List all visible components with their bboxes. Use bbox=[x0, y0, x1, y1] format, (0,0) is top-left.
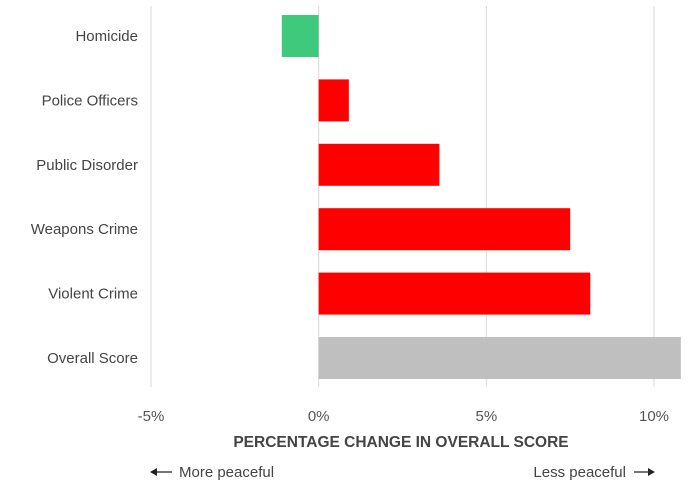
left-arrow-icon bbox=[150, 468, 172, 476]
category-label-violent-crime: Violent Crime bbox=[48, 286, 138, 303]
bar-weapons-crime bbox=[318, 208, 571, 251]
right-arrow-icon bbox=[634, 468, 655, 476]
category-label-public-disorder: Public Disorder bbox=[36, 157, 138, 174]
x-tick-label: -5% bbox=[138, 408, 165, 425]
category-label-overall-score: Overall Score bbox=[47, 350, 138, 367]
x-tick-label: 0% bbox=[308, 408, 330, 425]
category-label-weapons-crime: Weapons Crime bbox=[31, 221, 138, 238]
bar-public-disorder bbox=[318, 143, 440, 186]
category-label-police-officers: Police Officers bbox=[42, 92, 138, 109]
category-label-homicide: Homicide bbox=[75, 28, 138, 45]
bar-violent-crime bbox=[318, 272, 591, 315]
less-peaceful-label: Less peaceful bbox=[533, 464, 626, 481]
x-axis-title: PERCENTAGE CHANGE IN OVERALL SCORE bbox=[233, 434, 568, 451]
category-labels: Homicide Police Officers Public Disorder We… bbox=[31, 28, 138, 367]
more-peaceful-annotation: More peaceful bbox=[150, 464, 274, 481]
more-peaceful-label: More peaceful bbox=[179, 464, 274, 481]
bars bbox=[281, 15, 681, 379]
bar-homicide bbox=[281, 15, 319, 57]
gridlines bbox=[150, 6, 655, 387]
bar-police-officers bbox=[318, 79, 349, 122]
less-peaceful-annotation: Less peaceful bbox=[533, 464, 655, 481]
x-tick-label: 5% bbox=[475, 408, 497, 425]
bar-overall-score bbox=[318, 337, 681, 379]
x-tick-labels: -5% 0% 5% 10% bbox=[138, 408, 669, 425]
x-tick-label: 10% bbox=[639, 408, 669, 425]
